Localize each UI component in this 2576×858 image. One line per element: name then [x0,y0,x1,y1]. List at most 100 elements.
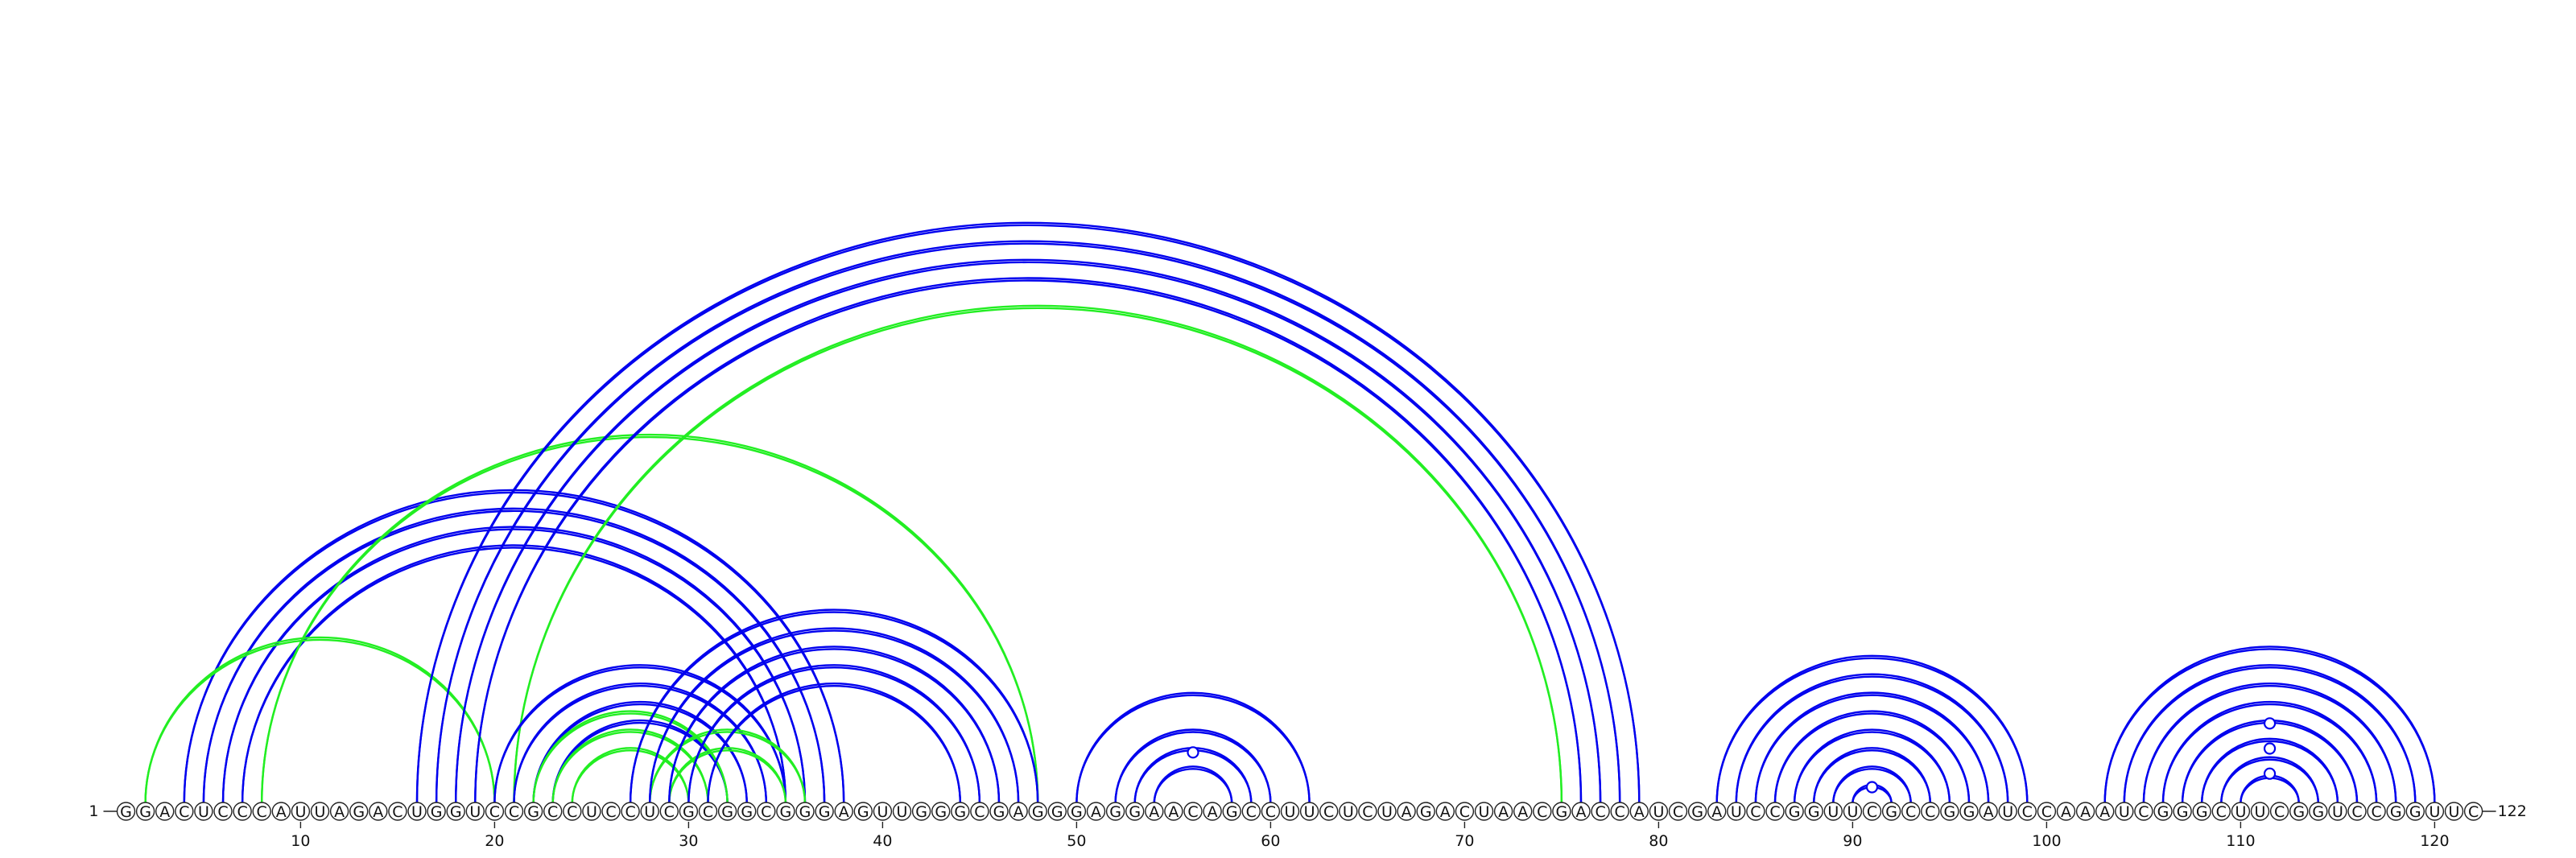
nucleotide-letter: C [1323,803,1334,821]
nucleotide-letter: C [1673,803,1683,821]
nucleotide-circle [1901,802,1921,821]
nucleotide-circle [135,802,155,821]
tick-label: 40 [873,832,892,850]
base-pair-arc-inner [1075,694,1311,804]
nucleotide-circle [523,802,543,821]
nucleotide-letter: G [2409,803,2421,821]
nucleotide-letter: C [2041,803,2052,821]
tick-label: 60 [1261,832,1280,850]
nucleotide-letter: G [1885,803,1897,821]
base-pair-arc [532,700,748,804]
base-pair-arc [241,544,787,804]
nucleotide-letter: G [1051,803,1063,821]
nucleotide-letter: G [799,803,811,821]
base-pair-arc-inner [532,703,748,804]
nucleotide-letter: C [1459,803,1470,821]
base-pair-arc-inner [2103,648,2436,804]
nucleotide-circle [1164,802,1183,821]
nucleotide-letter: C [2351,803,2362,821]
nucleotide-letter: C [1750,803,1761,821]
base-pair-arc [261,433,1039,804]
nucleotide-letter: U [2002,803,2013,821]
nucleotide-letter: U [644,803,655,821]
base-pair-arc-inner [551,731,709,804]
nucleotide-letter: C [664,803,675,821]
loop-marker [1865,781,1879,794]
base-pair-arc-inner [1793,731,1951,804]
nucleotide-letter: G [120,803,132,821]
nucleotide-letter: G [2390,803,2402,821]
nucleotide-circle [1009,802,1028,821]
base-pair-arc-inner [474,279,1583,804]
base-pair-arc-inner [649,731,807,804]
nucleotide-letter: C [2274,803,2285,821]
nucleotide-circle [1513,802,1533,821]
nucleotide-letter: U [1653,803,1664,821]
base-pair-arc-inner [221,528,807,804]
nucleotide-circle [2367,802,2386,821]
nucleotide-letter: U [1731,803,1742,821]
base-pair-arc [1813,747,1931,804]
tick-label: 120 [2420,832,2449,850]
nucleotide-circle [737,802,757,821]
nucleotide-letter: G [2293,803,2305,821]
nucleotide-letter: A [1402,803,1412,821]
nucleotide-letter: C [179,803,189,821]
base-pair-arc [1153,765,1233,804]
tick-label: 50 [1067,832,1086,850]
nucleotide-letter: U [586,803,597,821]
nucleotide-circle [1687,802,1707,821]
nucleotide-letter: G [1691,803,1703,821]
nucleotide-letter: G [450,803,462,821]
nucleotide-circle [1086,802,1106,821]
base-pair-arc-inner [1754,694,1990,804]
base-pair-arc-inner [183,491,845,804]
nucleotide-letter: G [721,803,733,821]
nucleotide-circle [1319,802,1339,821]
loop-marker [2263,717,2277,730]
sequence-backbone: 1 122 [89,802,2526,820]
base-pair-arc-inner [649,629,1020,804]
nucleotide-letter: G [993,803,1005,821]
nucleotide-circle [1105,802,1125,821]
nucleotide-letter: C [1265,803,1276,821]
nucleotide-circle [1455,802,1475,821]
nucleotide-letter: A [1208,803,1218,821]
base-pair-arc-inner [435,242,1621,804]
start-position-label: 1 [89,802,98,820]
nucleotide-circle [1377,802,1397,821]
nucleotide-letter: U [1304,803,1315,821]
nucleotide-circle [563,802,582,821]
nucleotide-letter: U [2429,803,2440,821]
base-pair-arc-inner [513,684,767,804]
nucleotide-circle [310,802,330,821]
nucleotide-circle [601,802,621,821]
nucleotide-circle [1203,802,1222,821]
nucleotide-letter: U [877,803,888,821]
nucleotide-circle [2134,802,2153,821]
nucleotide-letter: G [1963,803,1975,821]
tick-label: 80 [1649,832,1668,850]
nucleotide-circle [2269,802,2289,821]
nucleotide-circle [1881,802,1901,821]
nucleotide-letter: G [1032,803,1044,821]
base-pair-arc [2181,719,2359,804]
nucleotide-circle [1823,802,1843,821]
nucleotide-letter: C [1246,803,1257,821]
nucleotide-circle [873,802,893,821]
nucleotide-circle [155,802,175,821]
nucleotide-circle [1921,802,1940,821]
nucleotide-letter: U [1285,803,1296,821]
nucleotide-circle [2405,802,2425,821]
nucleotide-letter: A [1013,803,1024,821]
nucleotide-circle [1940,802,1959,821]
nucleotide-circle [2463,802,2483,821]
nucleotide-letter: A [1091,803,1101,821]
nucleotide-circle [2211,802,2231,821]
nucleotide-letter: U [198,803,209,821]
base-pair-arc-inner [2123,666,2417,804]
nucleotide-circle [640,802,659,821]
base-pair-arc-inner [571,749,690,804]
base-pair-arc [183,489,845,804]
nucleotide-letter: A [1498,803,1509,821]
